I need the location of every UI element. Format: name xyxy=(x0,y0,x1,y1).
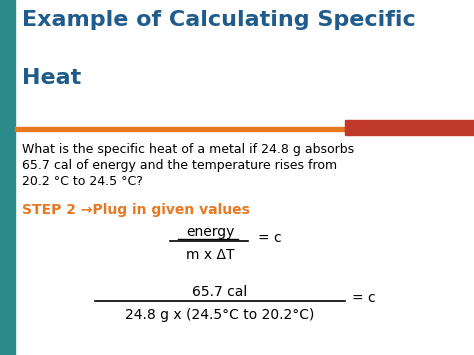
Text: Heat: Heat xyxy=(22,68,81,88)
Text: 65.7 cal: 65.7 cal xyxy=(192,285,247,299)
Text: energy: energy xyxy=(186,225,234,239)
Text: 24.8 g x (24.5°C to 20.2°C): 24.8 g x (24.5°C to 20.2°C) xyxy=(125,308,315,322)
Bar xyxy=(15,127,345,131)
Text: 65.7 cal of energy and the temperature rises from: 65.7 cal of energy and the temperature r… xyxy=(22,159,337,172)
Text: = c: = c xyxy=(258,231,282,245)
Bar xyxy=(0,0,15,355)
Text: = c: = c xyxy=(352,291,375,305)
Bar xyxy=(345,120,474,135)
Text: 20.2 °C to 24.5 °C?: 20.2 °C to 24.5 °C? xyxy=(22,175,143,188)
Text: m x ΔT: m x ΔT xyxy=(186,248,234,262)
Text: What is the specific heat of a metal if 24.8 g absorbs: What is the specific heat of a metal if … xyxy=(22,143,354,156)
Text: STEP 2 →Plug in given values: STEP 2 →Plug in given values xyxy=(22,203,250,217)
Text: Example of Calculating Specific: Example of Calculating Specific xyxy=(22,10,416,30)
